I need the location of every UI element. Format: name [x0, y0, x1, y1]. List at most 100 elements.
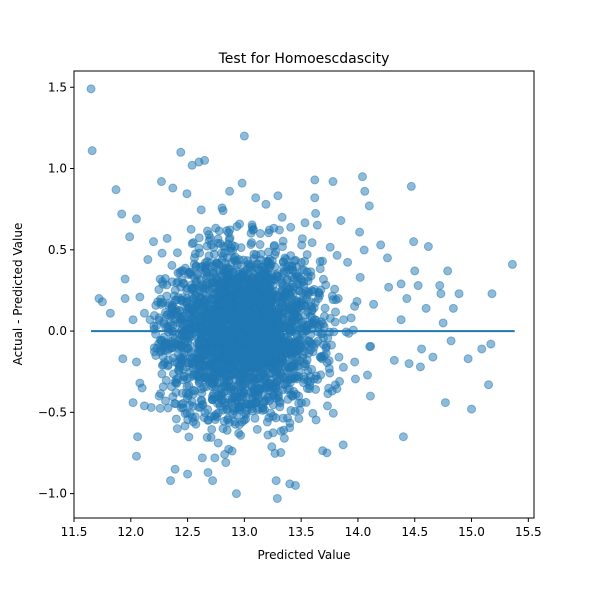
- scatter-point: [202, 432, 212, 442]
- scatter-point: [175, 306, 185, 316]
- scatter-point: [224, 444, 234, 454]
- x-tick-label: 13.0: [231, 525, 258, 539]
- scatter-point: [208, 278, 218, 288]
- scatter-point: [467, 404, 477, 414]
- scatter-point: [238, 388, 248, 398]
- scatter-point: [225, 186, 235, 196]
- scatter-point: [221, 458, 231, 468]
- scatter-point: [238, 345, 248, 355]
- scatter-point: [219, 314, 229, 324]
- scatter-point: [203, 372, 213, 382]
- scatter-point: [120, 294, 130, 304]
- scatter-point: [486, 339, 496, 349]
- scatter-point: [404, 359, 414, 369]
- scatter-point: [196, 205, 206, 215]
- scatter-point: [204, 230, 214, 240]
- scatter-point: [97, 297, 107, 307]
- scatter-point: [213, 299, 223, 309]
- scatter-point: [181, 319, 191, 329]
- scatter-point: [258, 364, 268, 374]
- scatter-point: [268, 428, 278, 438]
- scatter-point: [443, 266, 453, 276]
- scatter-point: [276, 353, 286, 363]
- scatter-point: [310, 175, 320, 185]
- scatter-point: [294, 414, 304, 424]
- scatter-point: [86, 84, 96, 94]
- scatter-point: [236, 331, 246, 341]
- scatter-point: [297, 265, 307, 275]
- scatter-point: [297, 240, 307, 250]
- scatter-point: [259, 405, 269, 415]
- scatter-point: [171, 378, 181, 388]
- scatter-point: [389, 355, 399, 365]
- scatter-point: [359, 245, 369, 255]
- scatter-point: [131, 451, 141, 461]
- scatter-point: [267, 442, 277, 452]
- scatter-point: [350, 357, 360, 367]
- scatter-point: [210, 453, 220, 463]
- scatter-point: [160, 358, 170, 368]
- scatter-point: [315, 264, 325, 274]
- scatter-point: [105, 308, 115, 318]
- scatter-point: [159, 319, 169, 329]
- scatter-point: [172, 424, 182, 434]
- scatter-point: [287, 262, 297, 272]
- scatter-point: [213, 438, 223, 448]
- y-tick-label: −0.5: [38, 405, 67, 419]
- scatter-point: [288, 362, 298, 372]
- scatter-point: [365, 342, 375, 352]
- scatter-point: [183, 469, 193, 479]
- y-axis: −1.0 −0.5 0.0 0.5 1.0 1.5: [38, 80, 74, 501]
- scatter-point: [301, 397, 311, 407]
- scatter-point: [137, 383, 147, 393]
- y-tick-label: 0.5: [48, 243, 67, 257]
- scatter-point: [237, 178, 247, 188]
- scatter-point: [176, 266, 186, 276]
- scatter-point: [143, 255, 153, 265]
- scatter-point: [254, 272, 264, 282]
- scatter-point: [196, 315, 206, 325]
- scatter-point: [250, 413, 260, 423]
- scatter-point: [294, 398, 304, 408]
- scatter-point: [338, 362, 348, 372]
- x-tick-label: 15.5: [515, 525, 542, 539]
- scatter-point: [217, 289, 227, 299]
- scatter-point: [279, 373, 289, 383]
- scatter-point: [448, 303, 458, 313]
- scatter-point: [131, 357, 141, 367]
- scatter-point: [257, 262, 267, 272]
- scatter-point: [240, 288, 250, 298]
- scatter-point: [328, 177, 338, 187]
- scatter-point: [338, 440, 348, 450]
- scatter-point: [160, 307, 170, 317]
- x-tick-label: 13.5: [288, 525, 315, 539]
- scatter-point: [220, 361, 230, 371]
- scatter-point: [300, 218, 310, 228]
- scatter-point: [155, 403, 165, 413]
- scatter-point: [176, 296, 186, 306]
- scatter-point: [255, 229, 265, 239]
- scatter-point: [232, 392, 242, 402]
- scatter-point: [285, 423, 295, 433]
- scatter-point: [436, 289, 446, 299]
- scatter-point: [304, 336, 314, 346]
- scatter-point: [398, 432, 408, 442]
- scatter-point: [235, 377, 245, 387]
- scatter-point: [327, 386, 337, 396]
- scatter-point: [310, 193, 320, 203]
- scatter-point: [251, 193, 261, 203]
- scatter-point: [224, 269, 234, 279]
- scatter-point: [307, 364, 317, 374]
- scatter-point: [207, 424, 217, 434]
- scatter-point: [135, 292, 145, 302]
- scatter-point: [192, 269, 202, 279]
- scatter-point: [237, 417, 247, 427]
- scatter-point: [268, 368, 277, 378]
- scatter-point: [331, 307, 341, 317]
- scatter-point: [276, 448, 286, 458]
- scatter-point: [278, 236, 288, 246]
- scatter-point: [311, 208, 321, 218]
- scatter-point: [198, 288, 208, 298]
- scatter-point: [477, 344, 487, 354]
- scatter-point: [446, 336, 456, 346]
